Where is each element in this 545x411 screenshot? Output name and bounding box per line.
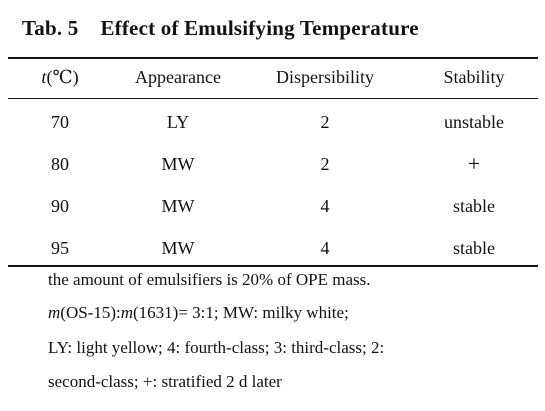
header-t-var: t [41, 67, 47, 87]
row-4-stability: stable [453, 238, 495, 258]
row-2-appearance: MW [161, 154, 195, 174]
note-ratio-part-1: (OS-15): [60, 303, 121, 322]
row-4-appearance: MW [161, 238, 195, 258]
note-ratio-part-2: (1631)= 3:1; MW: milky white; [133, 303, 349, 322]
table-number: Tab. 5 [22, 16, 79, 40]
top-rule [8, 57, 538, 59]
row-1-appearance: LY [166, 112, 190, 132]
row-3-dispersibility: 4 [320, 196, 330, 216]
note-line-4: second-class; +: stratified 2 d later [48, 372, 282, 391]
note-m-var-1: m [48, 303, 61, 322]
row-4-t: 95 [51, 238, 69, 258]
row-2-t: 80 [51, 154, 69, 174]
note-line-1: the amount of emulsifiers is 20% of OPE … [48, 270, 371, 289]
row-1-stability: unstable [444, 112, 504, 132]
bottom-rule [8, 265, 538, 267]
header-dispersibility: Dispersibility [276, 67, 374, 87]
row-3-appearance: MW [161, 196, 195, 216]
row-3-t: 90 [51, 196, 69, 216]
row-2-stability: + [467, 151, 481, 176]
row-1-dispersibility: 2 [320, 112, 330, 132]
note-m-var-2: m [120, 303, 134, 322]
header-t-unit: (℃) [46, 67, 79, 87]
header-appearance: Appearance [135, 67, 221, 87]
row-3-stability: stable [453, 196, 495, 216]
header-stability: Stability [443, 67, 505, 87]
header-rule [8, 98, 538, 99]
header-t: t(℃) [41, 67, 78, 88]
row-1-t: 70 [51, 112, 69, 132]
row-4-dispersibility: 4 [320, 238, 330, 258]
note-line-2: m(OS-15):m(1631)= 3:1; MW: milky white; [48, 303, 349, 323]
note-line-3: LY: light yellow; 4: fourth-class; 3: th… [48, 338, 385, 357]
row-2-dispersibility: 2 [320, 154, 330, 174]
table-title: Tab. 5 Effect of Emulsifying Temperature [22, 16, 419, 41]
table-title-text: Effect of Emulsifying Temperature [100, 16, 419, 40]
